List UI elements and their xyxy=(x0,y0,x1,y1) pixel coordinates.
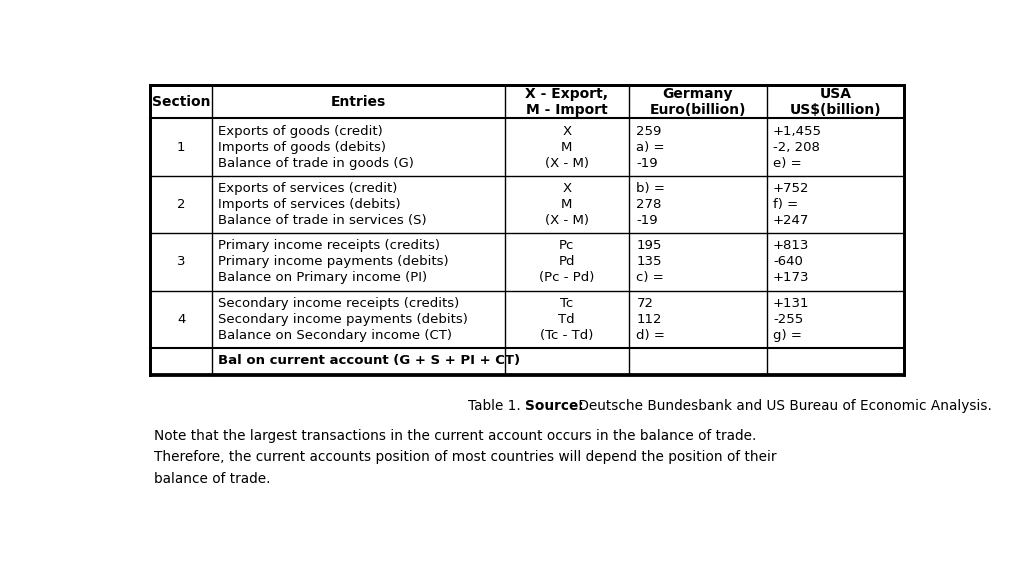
Text: Pd: Pd xyxy=(558,255,575,268)
Text: Bal on current account (G + S + PI + CT): Bal on current account (G + S + PI + CT) xyxy=(218,354,520,368)
Text: Source:: Source: xyxy=(524,399,584,413)
Text: (Tc - Td): (Tc - Td) xyxy=(540,329,594,342)
Text: 112: 112 xyxy=(637,313,662,326)
Text: M: M xyxy=(561,198,572,211)
Text: c) =: c) = xyxy=(637,272,665,284)
Text: Pc: Pc xyxy=(559,239,574,252)
Text: +247: +247 xyxy=(773,214,809,227)
Text: (X - M): (X - M) xyxy=(545,157,589,170)
Text: +1,455: +1,455 xyxy=(773,124,822,138)
Text: Deutsche Bundesbank and US Bureau of Economic Analysis.: Deutsche Bundesbank and US Bureau of Eco… xyxy=(574,399,992,413)
Text: d) =: d) = xyxy=(637,329,666,342)
Text: Balance on Primary income (PI): Balance on Primary income (PI) xyxy=(218,272,427,284)
Text: 4: 4 xyxy=(177,313,185,326)
Text: +752: +752 xyxy=(773,182,809,195)
Text: a) =: a) = xyxy=(637,141,665,153)
Text: Balance of trade in services (S): Balance of trade in services (S) xyxy=(218,214,427,227)
Text: Balance on Secondary income (CT): Balance on Secondary income (CT) xyxy=(218,329,452,342)
Text: Imports of services (debits): Imports of services (debits) xyxy=(218,198,400,211)
Text: X - Export,
M - Import: X - Export, M - Import xyxy=(525,87,608,117)
Text: X: X xyxy=(562,124,571,138)
Text: 72: 72 xyxy=(637,296,653,310)
Text: Secondary income payments (debits): Secondary income payments (debits) xyxy=(218,313,468,326)
Text: Table 1.: Table 1. xyxy=(468,399,524,413)
Text: (X - M): (X - M) xyxy=(545,214,589,227)
Text: Exports of goods (credit): Exports of goods (credit) xyxy=(218,124,383,138)
Text: X: X xyxy=(562,182,571,195)
Text: Tc: Tc xyxy=(560,296,573,310)
Text: 3: 3 xyxy=(177,255,185,268)
Text: b) =: b) = xyxy=(637,182,666,195)
Text: Germany
Euro(billion): Germany Euro(billion) xyxy=(649,87,746,117)
Text: USA
US$(billion): USA US$(billion) xyxy=(790,87,882,117)
Text: 1: 1 xyxy=(177,141,185,153)
Text: -19: -19 xyxy=(637,214,658,227)
Text: -255: -255 xyxy=(773,313,803,326)
Text: M: M xyxy=(561,141,572,153)
Text: 278: 278 xyxy=(637,198,662,211)
Text: Secondary income receipts (credits): Secondary income receipts (credits) xyxy=(218,296,460,310)
Text: +813: +813 xyxy=(773,239,809,252)
Text: 195: 195 xyxy=(637,239,662,252)
Text: Imports of goods (debits): Imports of goods (debits) xyxy=(218,141,386,153)
Text: Primary income payments (debits): Primary income payments (debits) xyxy=(218,255,449,268)
Text: -640: -640 xyxy=(773,255,803,268)
Text: 2: 2 xyxy=(177,198,185,211)
Text: 259: 259 xyxy=(637,124,662,138)
Text: e) =: e) = xyxy=(773,157,802,170)
Text: +131: +131 xyxy=(773,296,809,310)
Text: f) =: f) = xyxy=(773,198,798,211)
Text: g) =: g) = xyxy=(773,329,802,342)
Text: +173: +173 xyxy=(773,272,809,284)
Text: Section: Section xyxy=(152,95,210,109)
Text: -19: -19 xyxy=(637,157,658,170)
Text: Note that the largest transactions in the current account occurs in the balance : Note that the largest transactions in th… xyxy=(154,428,776,486)
Text: Exports of services (credit): Exports of services (credit) xyxy=(218,182,397,195)
Text: Balance of trade in goods (G): Balance of trade in goods (G) xyxy=(218,157,414,170)
Text: (Pc - Pd): (Pc - Pd) xyxy=(539,272,595,284)
Text: Entries: Entries xyxy=(331,95,386,109)
Text: Td: Td xyxy=(558,313,575,326)
Text: Primary income receipts (credits): Primary income receipts (credits) xyxy=(218,239,440,252)
Text: -2, 208: -2, 208 xyxy=(773,141,820,153)
Text: 135: 135 xyxy=(637,255,662,268)
